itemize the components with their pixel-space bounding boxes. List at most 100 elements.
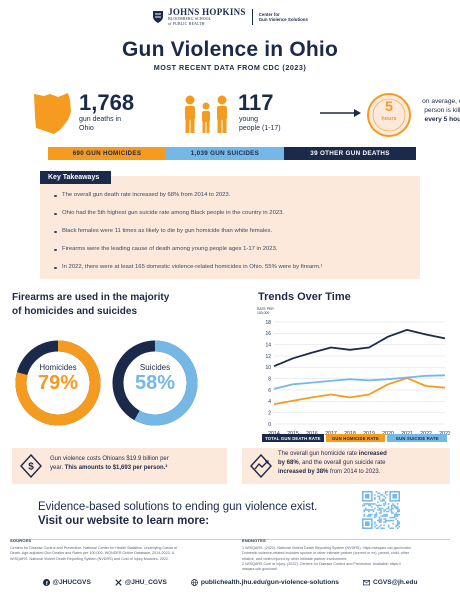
clock-text-2: person is killed <box>424 106 460 114</box>
facebook-link[interactable]: f @JHUCGVS <box>42 579 91 586</box>
homicides-label: Homicides <box>39 363 77 372</box>
trend-text-1-bold: increased <box>358 451 387 457</box>
suicides-label: Suicides <box>139 363 171 372</box>
deaths-number: 1,768 <box>79 90 135 115</box>
stats-row: 1,768 gun deaths in Ohio 117 young peopl… <box>30 86 460 146</box>
org-name: JOHNS HOPKINS <box>168 6 246 17</box>
gun-death-breakdown-bar: 690 GUN HOMICIDES 1,039 GUN SUICIDES 39 OT… <box>48 147 416 160</box>
email-address: CGVS@jh.edu <box>372 579 418 586</box>
youth-label-2: people (1-17) <box>239 124 281 132</box>
dollar-icon: $ <box>20 454 42 478</box>
page-subtitle: MOST RECENT DATA FROM CDC (2023) <box>153 63 307 72</box>
trend-text-3: increased by 38% from 2014 to 2023. <box>278 468 387 477</box>
endnotes-line: wisqars.cdc.gov/cost/ <box>242 567 278 572</box>
header-divider <box>251 9 253 25</box>
center-line2: Gun Violence Solutions <box>258 17 308 22</box>
donut-arc <box>15 340 101 426</box>
svg-text:$: $ <box>28 462 34 473</box>
endnotes-line: relative, and victim injured by other in… <box>242 556 348 561</box>
email-link[interactable]: CGVS@jh.edu <box>362 579 418 586</box>
y-tick-label: 8 <box>268 376 271 382</box>
evidence-line1: Evidence-based solutions to ending gun v… <box>38 501 318 513</box>
cost-text: Gun violence costs Ohioans $19.9 billion… <box>50 455 169 473</box>
clock-text-3: every 5 hours <box>424 115 460 123</box>
org-sub1: BLOOMBERG SCHOOL <box>168 16 212 21</box>
clock-text-1: on average, one <box>422 98 460 105</box>
center-name: Center for Gun Violence Solutions <box>259 12 308 23</box>
x-handle: @JHU_CGVS <box>124 579 167 586</box>
takeaway-item: Firearms were the leading cause of death… <box>54 246 414 264</box>
header: JOHNS HOPKINS BLOOMBERG SCHOOL of PUBLIC… <box>0 6 460 28</box>
y-tick-label: 0 <box>268 422 271 428</box>
majority-title-1: Firearms are used in the majority <box>12 292 170 303</box>
majority-title-2: of homicides and suicides <box>12 305 138 317</box>
y-axis-label: 100,000 <box>257 311 269 315</box>
y-tick-label: 18 <box>265 320 271 326</box>
trend-text-2-plain: , and the overall gun suicide rate <box>298 460 386 466</box>
trend-text-1-plain: The overall gun homicide rate <box>278 451 359 457</box>
y-tick-label: 10 <box>265 365 271 371</box>
key-takeaways-list: The overall gun death rate increased by … <box>54 192 414 282</box>
jhu-logo: JOHNS HOPKINS BLOOMBERG SCHOOL of PUBLIC… <box>152 6 246 27</box>
key-takeaways-heading: Key Takeaways <box>40 171 112 184</box>
facebook-handle: @JHUCGVS <box>52 579 91 586</box>
evidence-callout: Evidence-based solutions to ending gun v… <box>38 500 317 529</box>
trend-text-3-plain: from 2014 to 2023. <box>328 469 381 475</box>
cost-text-2-bold: This amounts to $1,693 per person.² <box>64 465 168 471</box>
deaths-label: gun deaths in Ohio <box>79 116 121 134</box>
deaths-label-2: Ohio <box>79 124 94 132</box>
breakdown-segment: 1,039 GUN SUICIDES <box>166 147 284 160</box>
org-sub2: of PUBLIC HEALTH <box>168 21 205 26</box>
social-links: f @JHUCGVS @JHU_CGVS publichealth.jhu.ed… <box>0 579 460 586</box>
x-link[interactable]: @JHU_CGVS <box>115 579 167 586</box>
clock-number: 5 <box>385 98 393 114</box>
y-tick-label: 6 <box>268 388 271 394</box>
sources-line: Centers for Disease Control and Preventi… <box>10 546 178 550</box>
takeaway-item: Ohio had the 5th highest gun suicide rat… <box>54 210 414 228</box>
clock-unit: hours <box>381 116 397 122</box>
takeaway-item: The overall gun death rate increased by … <box>54 192 414 210</box>
chart-legend: TOTAL GUN DEATH RATE GUN HOMICIDE RATE GUN… <box>262 434 447 443</box>
endnotes-text: 1 WISQARS. (2022). National Violent Deat… <box>242 546 454 573</box>
trends-title: Trends Over Time <box>258 291 351 303</box>
breakdown-segment: 39 OTHER GUN DEATHS <box>284 147 416 160</box>
y-tick-label: 16 <box>265 331 271 337</box>
arrow-right-icon <box>320 109 361 117</box>
legend-item: TOTAL GUN DEATH RATE <box>262 434 324 442</box>
series-line <box>273 374 446 390</box>
website-link[interactable]: publichealth.jhu.edu/gun-violence-soluti… <box>190 579 339 586</box>
trends-line-chart: RATE PER100,0000246810121416182014201520… <box>257 307 450 437</box>
trend-up-icon <box>250 454 272 478</box>
majority-title: Firearms are used in the majority of hom… <box>12 291 169 318</box>
cost-text-2: year. This amounts to $1,693 per person.… <box>50 464 169 473</box>
envelope-icon <box>362 580 370 586</box>
legend-item: GUN HOMICIDE RATE <box>325 434 386 442</box>
trend-text-2: by 68%, and the overall gun suicide rate <box>278 459 387 468</box>
series-line <box>273 377 446 406</box>
suicides-donut <box>112 340 198 426</box>
qr-code[interactable] <box>362 491 400 529</box>
svg-text:f: f <box>45 581 47 586</box>
donut-arc <box>112 340 198 426</box>
clock-icon <box>367 93 411 137</box>
globe-icon <box>190 579 198 586</box>
center-line1: Center for <box>258 11 280 17</box>
sources-heading: SOURCES <box>10 538 32 543</box>
breakdown-segment: 690 GUN HOMICIDES <box>48 147 166 160</box>
shield-icon <box>153 11 164 23</box>
y-tick-label: 12 <box>265 354 271 360</box>
youth-label: young people (1-17) <box>239 116 281 134</box>
trend-text: The overall gun homicide rate increased … <box>278 450 387 477</box>
cost-text-2-plain: year. <box>50 465 65 471</box>
homicides-donut-label: Homicides 79% <box>14 363 102 395</box>
trend-text-2-bold: by 68% <box>278 460 299 466</box>
homicides-pct: 79% <box>37 372 79 394</box>
legend-item: GUN SUICIDE RATE <box>387 434 447 442</box>
cost-text-1: Gun violence costs Ohioans $19.9 billion… <box>50 456 169 462</box>
suicides-pct: 58% <box>134 372 176 394</box>
takeaway-item: Black females were 11 times as likely to… <box>54 228 414 246</box>
clock-text: on average, one person is killed every 5… <box>422 98 460 125</box>
sources-line: WISQARS. National Violent Death Reportin… <box>10 556 169 561</box>
page-title: Gun Violence in Ohio <box>122 38 338 61</box>
youth-label-1: young <box>239 116 259 123</box>
